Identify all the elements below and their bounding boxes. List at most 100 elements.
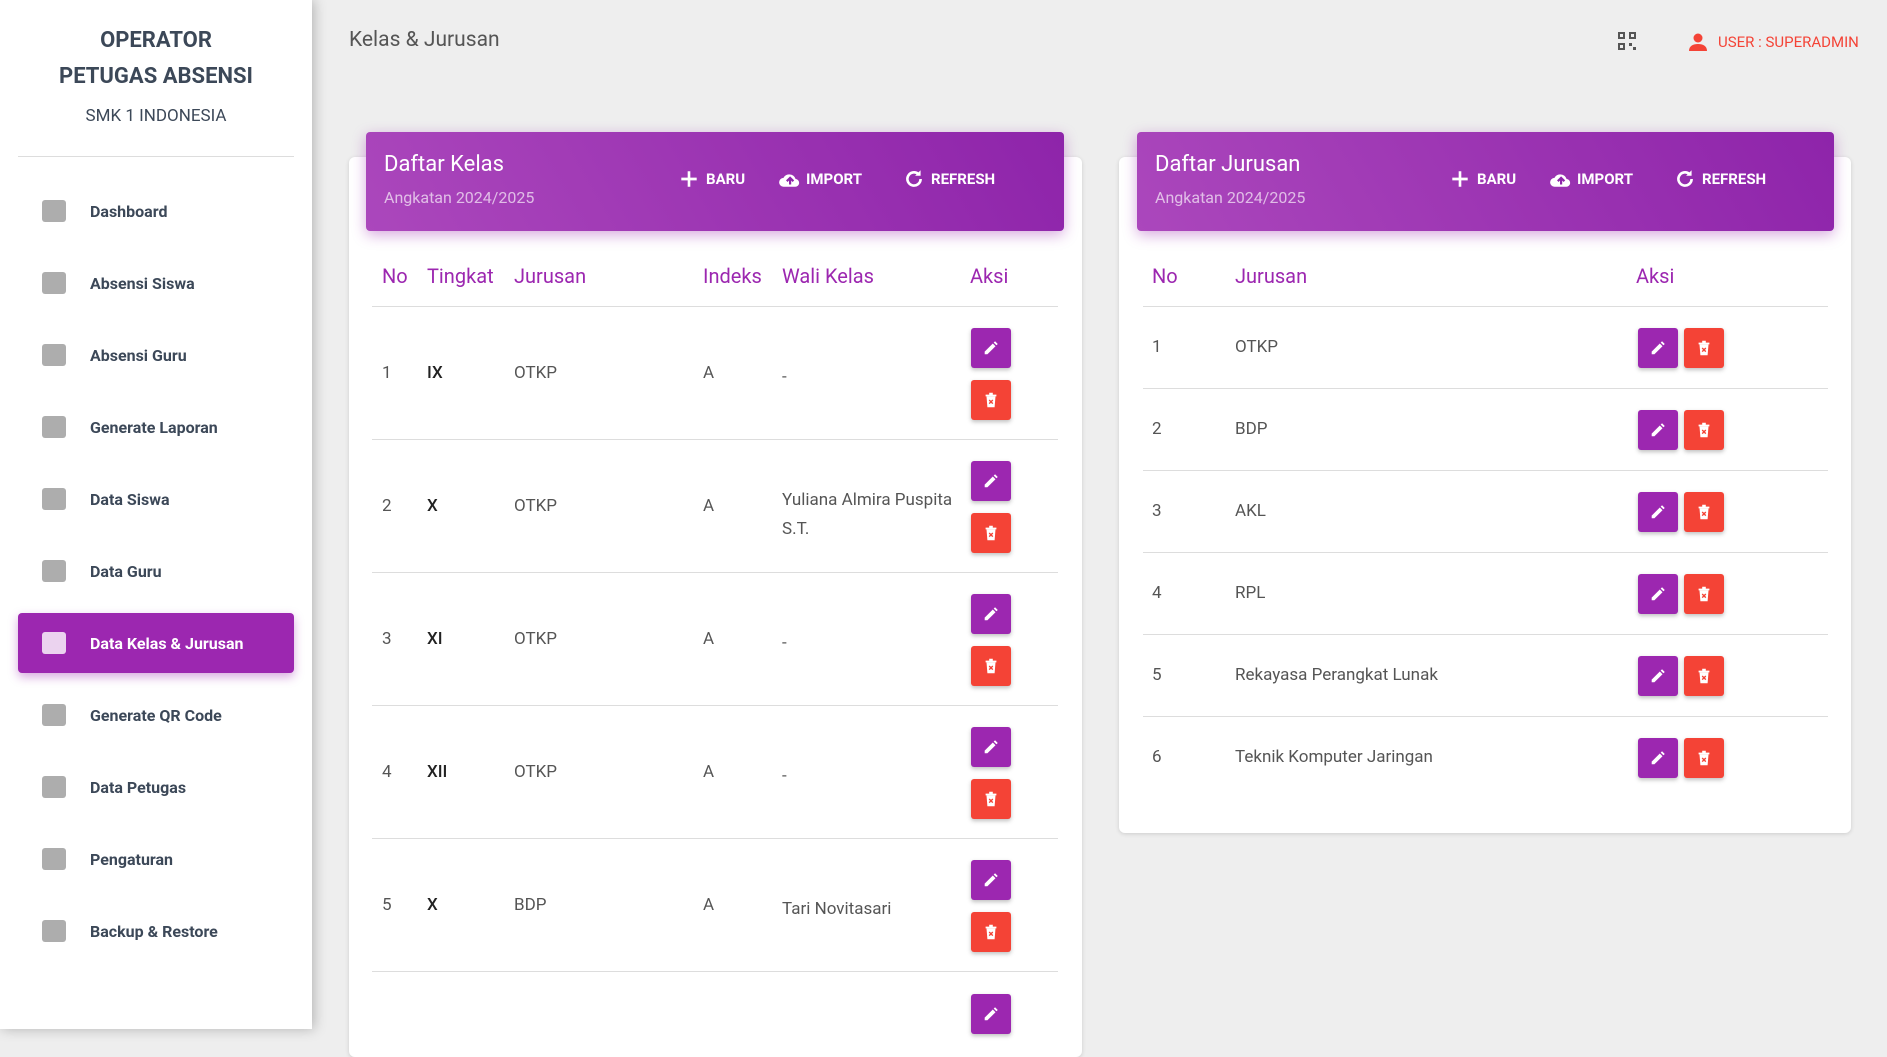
table-cell: OTKP xyxy=(514,496,558,516)
menu-item[interactable]: Data Guru xyxy=(18,541,294,601)
menu-item[interactable]: Backup & Restore xyxy=(18,901,294,961)
user-menu[interactable]: USER : SUPERADMIN xyxy=(1688,32,1859,52)
edit-button[interactable] xyxy=(1638,492,1678,532)
menu-label: Generate Laporan xyxy=(90,417,218,437)
delete-button[interactable] xyxy=(971,646,1011,686)
table-cell: - xyxy=(782,766,787,786)
edit-button[interactable] xyxy=(1638,656,1678,696)
table-cell: OTKP xyxy=(514,629,558,649)
edit-button[interactable] xyxy=(971,461,1011,501)
table-cell: 6 xyxy=(1152,747,1162,767)
menu-icon xyxy=(42,632,66,654)
column-header: Jurusan xyxy=(1235,264,1308,288)
delete-button[interactable] xyxy=(1684,410,1724,450)
table-cell: 1 xyxy=(1152,337,1162,357)
menu-icon xyxy=(42,488,66,510)
edit-button[interactable] xyxy=(1638,410,1678,450)
card-header: Daftar Jurusan Angkatan 2024/2025 BARU IMPO… xyxy=(1137,132,1834,231)
table-cell: BDP xyxy=(514,895,547,915)
menu-item[interactable]: Pengaturan xyxy=(18,829,294,889)
menu-icon xyxy=(42,776,66,798)
menu-label: Generate QR Code xyxy=(90,705,222,725)
column-header: No xyxy=(1152,264,1178,288)
table-cell: - xyxy=(782,367,787,387)
menu-label: Pengaturan xyxy=(90,849,174,869)
table-cell: X xyxy=(427,496,438,516)
edit-button[interactable] xyxy=(971,594,1011,634)
menu-label: Data Siswa xyxy=(90,489,170,509)
column-header: No xyxy=(382,264,408,288)
column-header: Wali Kelas xyxy=(782,264,874,288)
menu-icon xyxy=(42,848,66,870)
table-cell: Rekayasa Perangkat Lunak xyxy=(1235,665,1438,685)
menu-item[interactable]: Absensi Siswa xyxy=(18,253,294,313)
header-button[interactable]: REFRESH xyxy=(903,168,995,190)
delete-button[interactable] xyxy=(1684,574,1724,614)
user-icon xyxy=(1689,33,1707,51)
edit-button[interactable] xyxy=(971,994,1011,1034)
header-button[interactable]: IMPORT xyxy=(778,168,862,190)
qr-icon[interactable] xyxy=(1617,31,1637,51)
page-title: Kelas & Jurusan xyxy=(349,28,500,52)
delete-button[interactable] xyxy=(1684,656,1724,696)
table-cell: OTKP xyxy=(514,363,558,383)
sidebar-title: OPERATOR xyxy=(100,28,212,53)
menu-item[interactable]: Generate Laporan xyxy=(18,397,294,457)
header-button[interactable]: REFRESH xyxy=(1674,168,1766,190)
header-button[interactable]: BARU xyxy=(1449,168,1516,190)
menu-item[interactable]: Data Petugas xyxy=(18,757,294,817)
table-row xyxy=(1143,389,1828,471)
sidebar: OPERATOR PETUGAS ABSENSI SMK 1 INDONESIA… xyxy=(0,0,312,1029)
menu-label: Absensi Guru xyxy=(90,345,187,365)
table-cell: Yuliana Almira Puspita S.T. xyxy=(782,490,953,539)
button-label: IMPORT xyxy=(806,170,862,188)
header-button[interactable]: IMPORT xyxy=(1549,168,1633,190)
table-row xyxy=(1143,307,1828,389)
edit-button[interactable] xyxy=(1638,574,1678,614)
table-cell: RPL xyxy=(1235,583,1266,603)
delete-button[interactable] xyxy=(971,513,1011,553)
column-header: Aksi xyxy=(1636,264,1675,288)
table-cell: IX xyxy=(427,363,443,383)
delete-button[interactable] xyxy=(1684,492,1724,532)
jurusan-card xyxy=(1119,157,1851,833)
header-button[interactable]: BARU xyxy=(678,168,745,190)
button-label: REFRESH xyxy=(1702,170,1767,188)
table-cell: A xyxy=(703,363,715,383)
delete-button[interactable] xyxy=(1684,328,1724,368)
delete-button[interactable] xyxy=(971,380,1011,420)
menu-item[interactable]: Dashboard xyxy=(18,181,294,241)
divider xyxy=(372,306,1058,307)
kelas-card xyxy=(349,157,1082,1057)
edit-button[interactable] xyxy=(971,328,1011,368)
school-name: SMK 1 INDONESIA xyxy=(85,106,227,126)
edit-button[interactable] xyxy=(971,860,1011,900)
table-row xyxy=(1143,471,1828,553)
table-cell: Tari Novitasari xyxy=(782,899,892,919)
menu-item[interactable]: Generate QR Code xyxy=(18,685,294,745)
column-header: Indeks xyxy=(703,264,762,288)
edit-button[interactable] xyxy=(1638,738,1678,778)
edit-button[interactable] xyxy=(1638,328,1678,368)
table-cell: 3 xyxy=(1152,501,1162,521)
menu-icon xyxy=(42,272,66,294)
button-label: BARU xyxy=(706,170,746,188)
table-cell: 2 xyxy=(382,496,392,516)
menu-item[interactable]: Absensi Guru xyxy=(18,325,294,385)
card-subtitle: Angkatan 2024/2025 xyxy=(384,188,535,207)
table-cell: - xyxy=(782,633,787,653)
button-icon xyxy=(779,174,800,187)
button-label: BARU xyxy=(1477,170,1517,188)
delete-button[interactable] xyxy=(971,912,1011,952)
table-cell: 5 xyxy=(382,895,392,915)
menu-item[interactable]: Data Siswa xyxy=(18,469,294,529)
button-icon xyxy=(1677,170,1693,187)
menu-item[interactable]: Data Kelas & Jurusan xyxy=(18,613,294,673)
button-icon xyxy=(1550,174,1571,187)
table-cell: XII xyxy=(427,762,448,782)
edit-button[interactable] xyxy=(971,727,1011,767)
delete-button[interactable] xyxy=(1684,738,1724,778)
menu-label: Backup & Restore xyxy=(90,921,218,941)
delete-button[interactable] xyxy=(971,779,1011,819)
